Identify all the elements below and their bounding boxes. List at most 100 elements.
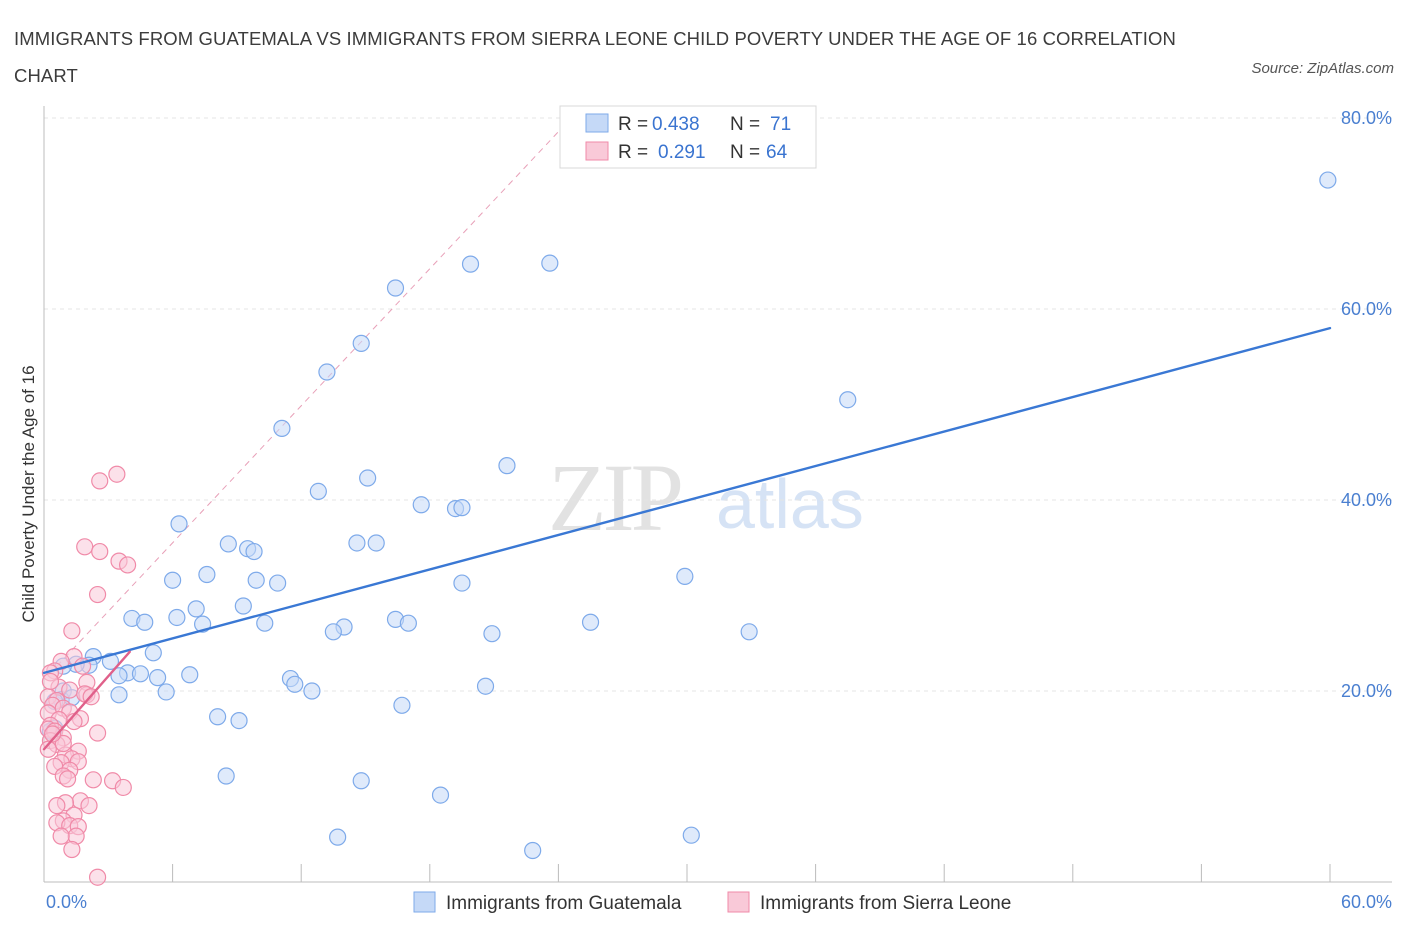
point-sierra-leone-1 (91, 472, 109, 490)
point-guatemala-3 (386, 279, 405, 297)
point-guatemala-36 (399, 614, 417, 632)
source-credit: Source: ZipAtlas.com (1251, 60, 1394, 77)
point-sierra-leone-6 (88, 585, 107, 604)
point-guatemala-19 (367, 534, 385, 552)
point-guatemala-37 (483, 625, 501, 643)
point-guatemala-26 (234, 597, 252, 615)
point-guatemala-29 (136, 613, 154, 631)
point-guatemala-55 (110, 686, 128, 704)
point-sierra-leone-63 (43, 725, 62, 743)
point-guatemala-62 (209, 708, 227, 726)
series-legend-label-guatemala: Immigrants from Guatemala (446, 893, 682, 914)
point-guatemala-40 (144, 644, 162, 662)
point-guatemala-9 (359, 469, 377, 487)
point-guatemala-54 (157, 683, 175, 701)
point-guatemala-50 (110, 667, 128, 685)
trend-lines (42, 326, 1332, 751)
point-guatemala-1 (541, 254, 559, 272)
legend-swatch-sierra-leone (585, 141, 609, 161)
point-sierra-leone-61 (54, 734, 72, 753)
point-sierra-leone-44 (84, 771, 102, 789)
point-guatemala-63 (230, 712, 248, 730)
watermark-zip: ZIP (548, 444, 681, 551)
point-guatemala-13 (453, 499, 471, 517)
point-guatemala-66 (217, 767, 235, 785)
point-guatemala-49 (181, 666, 199, 684)
point-sierra-leone-50 (80, 796, 98, 815)
point-guatemala-4 (352, 334, 370, 352)
legend-n-value-guatemala: 71 (770, 114, 791, 135)
point-guatemala-17 (245, 542, 263, 561)
point-sierra-leone-15 (61, 681, 79, 699)
y-tick-label-0: 20.0% (1341, 681, 1392, 701)
point-sierra-leone-43 (58, 770, 77, 788)
series-legend: Immigrants from Guatemala Immigrants fro… (413, 891, 1011, 914)
y-axis-label: Child Poverty Under the Age of 16 (19, 365, 38, 622)
point-guatemala-47 (131, 665, 150, 683)
point-guatemala-10 (309, 482, 327, 501)
point-sierra-leone-58 (63, 840, 81, 859)
point-guatemala-71 (682, 826, 700, 844)
series-legend-label-sierra-leone: Immigrants from Sierra Leone (760, 893, 1011, 914)
reference-line-dashed (56, 117, 572, 667)
point-guatemala-2 (461, 255, 480, 273)
point-sierra-leone-0 (108, 465, 126, 483)
y-tick-label-3: 80.0% (1341, 108, 1392, 128)
point-guatemala-24 (269, 574, 287, 592)
series-legend-swatch-sierra-leone (727, 891, 750, 913)
point-guatemala-39 (740, 623, 758, 641)
point-guatemala-18 (348, 534, 366, 552)
point-guatemala-60 (393, 696, 411, 714)
point-guatemala-52 (286, 675, 304, 693)
point-guatemala-68 (431, 786, 450, 804)
x-minor-ticks (172, 864, 1331, 882)
point-sierra-leone-60 (41, 672, 60, 691)
point-guatemala-34 (324, 623, 342, 641)
point-guatemala-38 (581, 613, 600, 631)
point-guatemala-61 (476, 677, 495, 695)
legend-n-label-guatemala: N = (730, 114, 760, 135)
point-sierra-leone-5 (118, 556, 137, 574)
point-sierra-leone-57 (52, 827, 70, 845)
legend-n-value-sierra-leone: 64 (766, 142, 788, 163)
trend-line-sierra-leone (42, 650, 131, 751)
point-sierra-leone-59 (88, 868, 107, 886)
data-points (39, 171, 1337, 886)
point-sierra-leone-46 (114, 778, 132, 797)
point-guatemala-67 (352, 772, 370, 790)
point-guatemala-20 (198, 565, 216, 584)
trend-line-guatemala (42, 326, 1332, 675)
point-guatemala-15 (219, 535, 237, 553)
watermark-atlas: atlas (716, 465, 864, 543)
point-guatemala-70 (524, 841, 542, 860)
point-guatemala-0 (1319, 171, 1337, 189)
point-sierra-leone-3 (91, 542, 109, 561)
legend-swatch-guatemala (585, 113, 609, 133)
point-guatemala-21 (676, 567, 694, 586)
point-guatemala-22 (164, 571, 182, 589)
x-tick-label-min: 0.0% (46, 892, 87, 912)
legend-r-value-sierra-leone: 0.291 (658, 142, 706, 163)
correlation-legend: R = 0.438 N = 71 R = 0.291 N = 64 (559, 105, 817, 169)
point-guatemala-14 (170, 515, 188, 533)
point-sierra-leone-30 (88, 724, 107, 742)
point-guatemala-8 (498, 457, 516, 475)
y-tick-label-2: 60.0% (1341, 299, 1392, 319)
point-guatemala-42 (101, 652, 120, 670)
point-guatemala-5 (318, 363, 336, 381)
legend-r-label-sierra-leone: R = (618, 142, 648, 163)
point-guatemala-11 (412, 496, 430, 514)
point-guatemala-27 (187, 600, 205, 618)
point-sierra-leone-7 (63, 622, 81, 640)
point-guatemala-7 (273, 419, 291, 437)
point-guatemala-30 (168, 608, 186, 627)
legend-r-value-guatemala: 0.438 (652, 114, 700, 135)
chart-title: IMMIGRANTS FROM GUATEMALA VS IMMIGRANTS … (14, 28, 1176, 86)
point-guatemala-32 (256, 614, 274, 632)
y-tick-label-1: 40.0% (1341, 490, 1392, 510)
point-sierra-leone-2 (76, 538, 94, 556)
point-guatemala-25 (453, 574, 471, 592)
reference-line (56, 117, 572, 667)
point-guatemala-23 (247, 571, 265, 589)
